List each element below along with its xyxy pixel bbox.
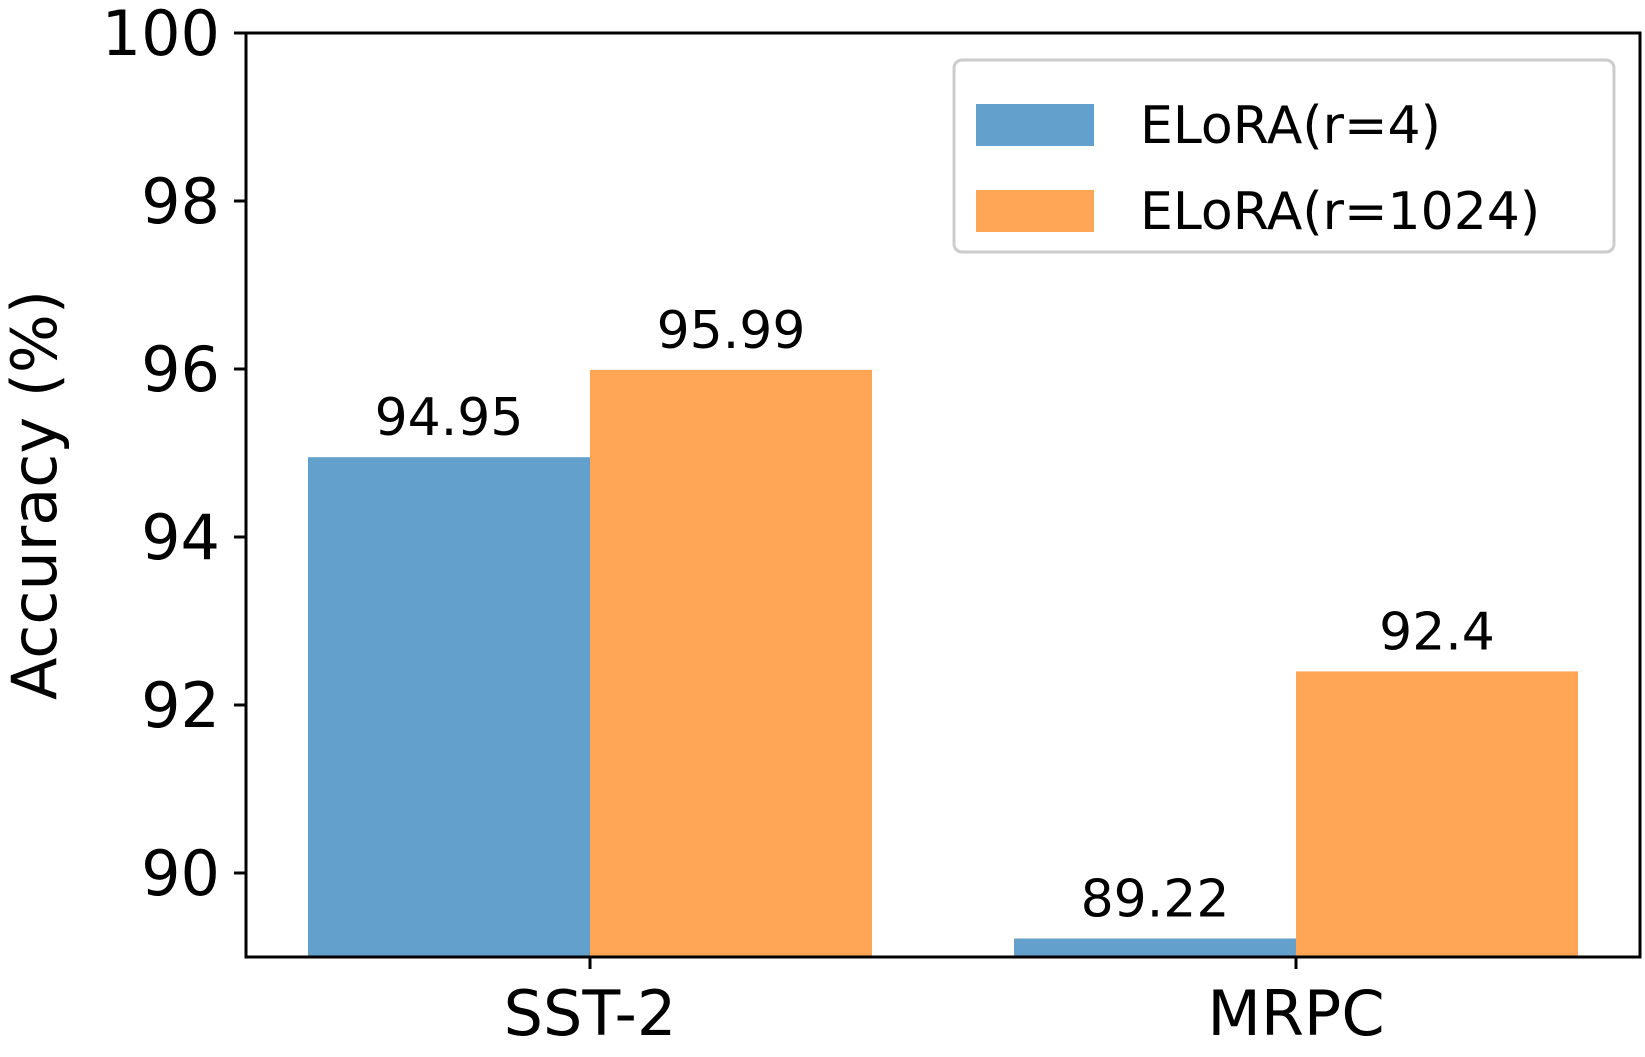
bar-sst-2-series-2 bbox=[590, 369, 872, 958]
y-tick-label: 100 bbox=[102, 0, 220, 70]
bars-layer bbox=[308, 369, 1578, 958]
legend-label: ELoRA(r=1024) bbox=[1140, 182, 1540, 242]
y-axis-title: Accuracy (%) bbox=[0, 290, 71, 700]
bar-mrpc-series-1 bbox=[1014, 938, 1296, 957]
y-tick-label: 96 bbox=[141, 333, 220, 406]
y-tick-label: 98 bbox=[141, 165, 220, 238]
bar-value-label: 92.4 bbox=[1379, 602, 1495, 662]
y-tick-label: 92 bbox=[141, 669, 220, 742]
legend: ELoRA(r=4) ELoRA(r=1024) bbox=[952, 58, 1616, 254]
x-tick-label: MRPC bbox=[1207, 977, 1384, 1050]
y-tick-label: 90 bbox=[141, 837, 220, 910]
y-tick-label: 94 bbox=[141, 501, 220, 574]
bar-value-label: 94.95 bbox=[375, 388, 524, 448]
x-tick-label: SST-2 bbox=[504, 977, 677, 1050]
legend-swatch bbox=[976, 190, 1094, 232]
bar-mrpc-series-2 bbox=[1296, 671, 1578, 957]
legend-box bbox=[952, 58, 1616, 254]
x-axis: SST-2 MRPC bbox=[504, 957, 1385, 1050]
bar-value-label: 89.22 bbox=[1081, 870, 1230, 930]
plot-frame bbox=[244, 31, 1642, 959]
y-axis: 90 92 94 96 98 100 bbox=[102, 0, 246, 910]
legend-label: ELoRA(r=4) bbox=[1140, 96, 1441, 156]
bar-labels-layer: 94.95 89.22 95.99 92.4 bbox=[375, 301, 1495, 930]
bar-sst-2-series-1 bbox=[308, 457, 590, 957]
bar-value-label: 95.99 bbox=[657, 301, 806, 361]
legend-swatch bbox=[976, 104, 1094, 146]
